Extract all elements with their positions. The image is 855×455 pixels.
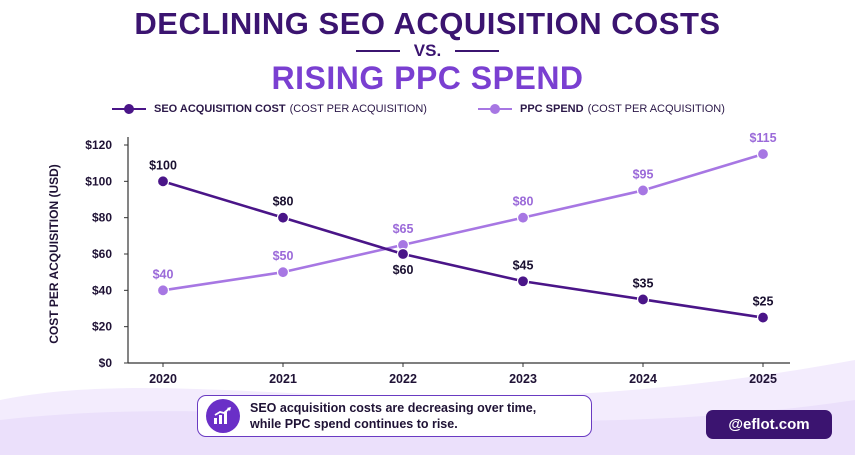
data-label-seo: $60 — [393, 263, 414, 277]
data-label-seo: $45 — [513, 258, 534, 272]
y-tick-label: $120 — [85, 138, 112, 152]
callout-line2: while PPC spend continues to rise. — [250, 417, 458, 431]
data-label-ppc: $115 — [749, 131, 776, 145]
x-tick-label: 2025 — [749, 372, 777, 386]
series-line-seo — [162, 180, 764, 319]
data-label-seo: $35 — [633, 276, 654, 290]
data-point-seo — [396, 247, 410, 261]
growth-chart-icon — [206, 399, 240, 433]
y-tick-label: $60 — [92, 247, 112, 261]
data-label-seo: $100 — [149, 158, 177, 172]
chart-legend: SEO ACQUISITION COST (COST PER ACQUISITI… — [0, 100, 855, 120]
x-tick-label: 2020 — [149, 372, 177, 386]
legend-seo-rest: (COST PER ACQUISITION) — [289, 103, 427, 115]
vs-rule-left — [355, 50, 400, 52]
x-tick-label: 2022 — [389, 372, 417, 386]
data-point-ppc — [636, 184, 650, 197]
insight-callout: SEO acquisition costs are decreasing ove… — [197, 395, 592, 437]
legend-seo-bold: SEO ACQUISITION COST — [154, 103, 286, 115]
data-point-ppc — [516, 211, 530, 224]
vs-label: VS. — [413, 41, 442, 60]
series-line-ppc — [162, 152, 764, 292]
data-point-seo — [636, 293, 650, 306]
y-axis-title: COST PER ACQUISITION (USD) — [47, 164, 61, 344]
legend-ppc-bold: PPC SPEND — [520, 103, 584, 115]
data-point-seo — [516, 275, 530, 288]
x-tick-label: 2023 — [509, 372, 537, 386]
vs-rule-right — [455, 50, 500, 52]
data-label-ppc: $95 — [633, 167, 654, 181]
y-tick-label: $0 — [99, 356, 113, 370]
chart-title-line1: DECLINING SEO ACQUISITION COSTS — [134, 6, 721, 41]
data-label-seo: $25 — [753, 295, 774, 309]
legend-swatch-ppc — [478, 103, 512, 115]
legend-item-ppc: PPC SPEND (COST PER ACQUISITION) — [478, 103, 725, 115]
legend-ppc-rest: (COST PER ACQUISITION) — [587, 103, 725, 115]
y-tick-label: $80 — [92, 211, 112, 225]
data-label-ppc: $50 — [273, 249, 294, 263]
data-point-ppc — [756, 147, 770, 161]
vs-divider: VS. — [0, 40, 855, 62]
y-tick-label: $100 — [85, 174, 112, 188]
data-point-ppc — [156, 284, 170, 297]
data-point-ppc — [276, 266, 290, 279]
data-point-seo — [276, 211, 290, 224]
callout-text: SEO acquisition costs are decreasing ove… — [250, 400, 536, 432]
callout-line1: SEO acquisition costs are decreasing ove… — [250, 401, 537, 415]
data-label-ppc: $80 — [513, 195, 534, 209]
data-label-ppc: $65 — [393, 222, 414, 236]
data-point-seo — [156, 175, 170, 188]
x-tick-label: 2024 — [629, 372, 657, 386]
y-tick-label: $20 — [92, 320, 112, 334]
y-tick-label: $40 — [92, 283, 112, 297]
legend-swatch-seo — [112, 103, 146, 115]
data-label-ppc: $40 — [153, 267, 174, 281]
chart-title-line2: RISING PPC SPEND — [271, 60, 584, 96]
data-label-seo: $80 — [273, 195, 294, 209]
x-tick-label: 2021 — [269, 372, 297, 386]
legend-item-seo: SEO ACQUISITION COST (COST PER ACQUISITI… — [112, 103, 427, 115]
brand-badge[interactable]: @eflot.com — [706, 410, 832, 439]
data-point-seo — [756, 311, 770, 324]
